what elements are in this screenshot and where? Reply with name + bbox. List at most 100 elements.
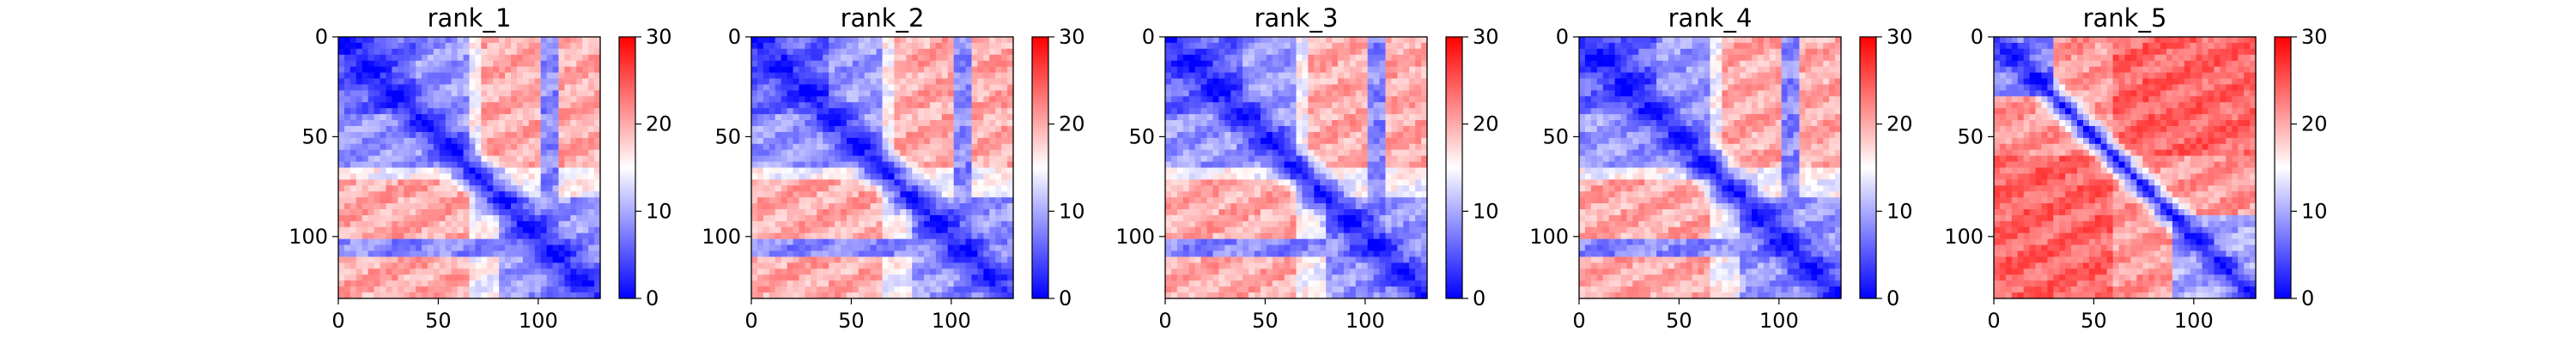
heatmap-cell [959,244,967,252]
heatmap-cell [499,155,506,163]
heatmap-cell [811,114,817,121]
heatmap-cell [594,78,601,86]
heatmap-cell [552,155,560,163]
heatmap-cell [1254,155,1261,163]
heatmap-cell [1242,137,1249,145]
heatmap-cell [1236,90,1243,97]
heatmap-cell [817,238,823,246]
heatmap-cell [349,137,357,145]
heatmap-cell [380,66,387,74]
heatmap-cell [457,191,465,198]
heatmap-cell [451,191,459,198]
heatmap-cell [1302,102,1309,109]
heatmap-cell [995,96,1002,103]
heatmap-cell [1343,90,1351,97]
heatmap-cell [416,203,422,210]
heatmap-cell [852,78,860,86]
heatmap-cell [811,167,817,175]
heatmap-cell [941,54,949,62]
heatmap-cell [995,244,1002,252]
heatmap-cell [534,173,542,180]
heatmap-cell [386,155,392,163]
heatmap-cell [829,120,835,127]
heatmap-cell [1355,72,1363,80]
heatmap-cell [1355,42,1363,50]
heatmap-cell [522,232,530,240]
heatmap-cell [582,102,589,109]
heatmap-cell [439,262,447,269]
heatmap-cell [805,120,811,127]
heatmap-cell [1165,37,1172,44]
heatmap-cell [445,125,453,133]
heatmap-cell [427,274,434,281]
heatmap-cell [516,185,524,192]
heatmap-cell [487,280,494,287]
heatmap-cell [1278,42,1285,50]
heatmap-cell [817,179,823,186]
heatmap-cell [528,37,536,44]
heatmap-cell [522,90,530,97]
heatmap-cell [1355,96,1363,103]
heatmap-cell [935,280,943,287]
heatmap-cell [1206,48,1214,56]
heatmap-cell [433,149,440,157]
heatmap-cell [1236,137,1243,145]
heatmap-cell [1176,161,1184,169]
heatmap-cell [799,203,805,210]
heatmap-cell [1397,114,1404,121]
heatmap-cell [463,238,471,246]
heatmap-cell [445,244,453,252]
heatmap-cell [864,203,872,210]
heatmap-cell [463,268,471,275]
heatmap-cell [1397,125,1404,133]
heatmap-cell [971,268,979,275]
heatmap-cell [416,72,422,80]
heatmap-cell [505,149,512,157]
heatmap-cell [876,167,884,175]
heatmap-cell [594,268,601,275]
heatmap-cell [368,256,375,264]
heatmap-cell [1176,155,1184,163]
heatmap-cell [965,125,973,133]
heatmap-cell [852,108,860,115]
heatmap-cell [864,250,872,258]
heatmap-cell [947,226,955,234]
heatmap-cell [469,102,477,109]
heatmap-cell [1272,120,1279,127]
x-tick-label: 50 [838,309,865,333]
heatmap-cell [959,220,967,228]
heatmap-cell [929,155,937,163]
heatmap-cell [751,173,758,180]
heatmap-cell [1170,78,1178,86]
heatmap-cell [1278,149,1285,157]
heatmap-cell [499,268,506,275]
heatmap-cell [374,161,381,169]
heatmap-cell [1343,78,1351,86]
heatmap-cell [817,197,823,204]
heatmap-cell [882,54,890,62]
heatmap-cell [858,220,866,228]
heatmap-cell [588,60,595,68]
heatmap-cell [1230,143,1237,151]
heatmap-cell [1218,125,1225,133]
heatmap-cell [475,48,482,56]
heatmap-cell [427,42,434,50]
heatmap-cell [793,286,800,293]
heatmap-cell [840,238,848,246]
heatmap-cell [374,220,381,228]
heatmap-cell [1361,37,1369,44]
heatmap-cell [398,78,404,86]
heatmap-cell [475,131,482,139]
heatmap-cell [1302,120,1309,127]
heatmap-cell [912,66,919,74]
heatmap-cell [540,108,548,115]
heatmap-cell [876,161,884,169]
heatmap-cell [1266,161,1273,169]
heatmap-cell [1176,120,1184,127]
heatmap-cell [1415,108,1422,115]
heatmap-cell [941,185,949,192]
heatmap-cell [439,238,447,246]
heatmap-cell [805,108,811,115]
heatmap-cell [416,90,422,97]
heatmap-cell [1391,120,1398,127]
